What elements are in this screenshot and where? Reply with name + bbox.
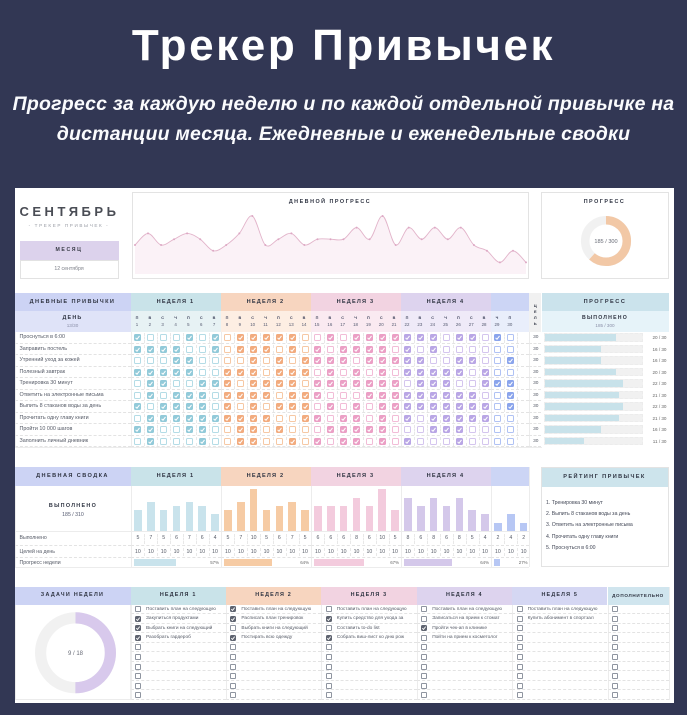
svg-text:9 / 18: 9 / 18	[67, 650, 83, 656]
svg-text:185 / 300: 185 / 300	[594, 239, 617, 245]
